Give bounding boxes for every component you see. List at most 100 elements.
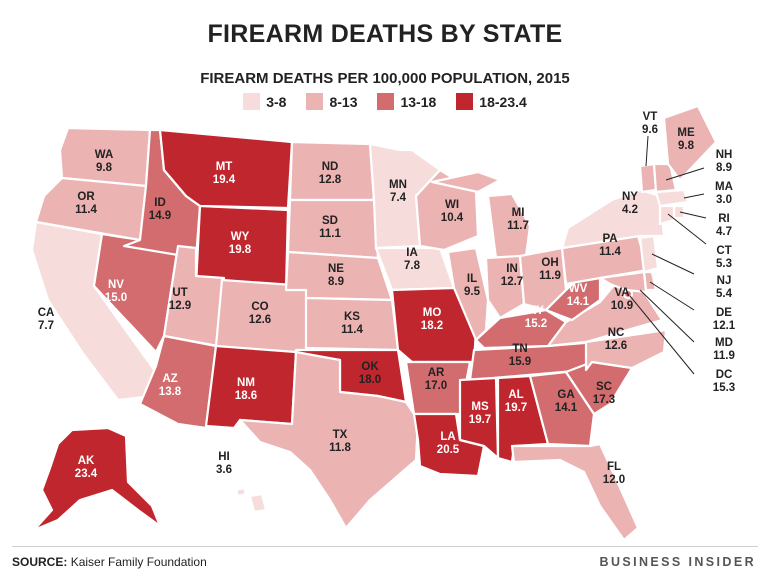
source-label: SOURCE: xyxy=(12,555,68,569)
state-label-ar: AR 17.0 xyxy=(425,367,447,392)
leader-line xyxy=(679,211,707,219)
source-text: Kaiser Family Foundation xyxy=(70,555,207,569)
state-label-ia: IA 7.8 xyxy=(404,247,421,272)
state-label-ct: CT 5.3 xyxy=(716,245,732,270)
state-label-or: OR 11.4 xyxy=(75,191,97,216)
state-nj xyxy=(638,234,660,274)
state-label-ri: RI 4.7 xyxy=(716,213,732,238)
state-va xyxy=(546,276,664,348)
source-note: SOURCE: Kaiser Family Foundation xyxy=(12,555,207,569)
state-label-mo: MO 18.2 xyxy=(421,307,443,332)
legend-swatch xyxy=(243,93,261,110)
legend-item: 3-8 xyxy=(243,93,286,110)
state-fl xyxy=(510,442,640,542)
state-label-sc: SC 17.3 xyxy=(593,381,615,406)
state-md xyxy=(598,270,648,294)
state-az xyxy=(138,334,218,430)
leader-line xyxy=(629,295,695,375)
legend-item: 13-18 xyxy=(377,93,436,110)
state-label-oh: OH 11.9 xyxy=(539,257,561,282)
leader-line xyxy=(665,167,705,181)
state-label-ne: NE 8.9 xyxy=(328,263,344,288)
state-label-pa: PA 11.4 xyxy=(599,233,621,258)
state-label-tx: TX 11.8 xyxy=(329,429,351,454)
legend-label: 13-18 xyxy=(400,93,437,110)
state-label-co: CO 12.6 xyxy=(249,301,271,326)
legend-item: 18-23.4 xyxy=(456,93,527,110)
state-label-md: MD 11.9 xyxy=(713,337,735,362)
state-tx xyxy=(238,350,420,530)
state-label-fl: FL 12.0 xyxy=(603,461,625,486)
state-label-ks: KS 11.4 xyxy=(341,311,363,336)
state-label-id: ID 14.9 xyxy=(149,197,171,222)
state-label-tn: TN 15.9 xyxy=(509,343,531,368)
leader-line xyxy=(645,135,649,167)
state-label-nv: NV 15.0 xyxy=(105,279,127,304)
state-label-nd: ND 12.8 xyxy=(319,161,342,186)
state-label-hi: HI 3.6 xyxy=(216,451,232,476)
legend-swatch xyxy=(306,93,324,110)
brand-logo: BUSINESS INSIDER xyxy=(599,555,756,569)
state-ri xyxy=(672,204,686,220)
state-label-ak: AK 23.4 xyxy=(75,455,98,480)
state-label-dc: DC 15.3 xyxy=(713,369,735,394)
map-subtitle: FIREARM DEATHS PER 100,000 POPULATION, 2… xyxy=(200,70,570,87)
leader-line xyxy=(651,253,695,275)
state-nc xyxy=(584,328,668,372)
leader-line xyxy=(667,213,707,245)
state-ct xyxy=(658,204,676,226)
state-la xyxy=(412,412,486,478)
state-label-nc: NC 12.6 xyxy=(605,327,627,352)
state-mi-upper xyxy=(430,170,502,194)
state-label-ky: KY 15.2 xyxy=(525,305,547,330)
legend-swatch xyxy=(377,93,395,110)
state-label-wi: WI 10.4 xyxy=(441,199,464,224)
state-label-wy: WY 19.8 xyxy=(229,231,252,256)
state-label-vt: VT 9.6 xyxy=(642,111,658,136)
state-mi xyxy=(486,192,532,260)
state-label-nh: NH 8.9 xyxy=(716,149,733,174)
state-label-mi: MI 11.7 xyxy=(507,207,529,232)
state-label-in: IN 12.7 xyxy=(501,263,523,288)
state-label-de: DE 12.1 xyxy=(713,307,736,332)
state-label-ma: MA 3.0 xyxy=(715,181,733,206)
state-label-me: ME 9.8 xyxy=(677,127,695,152)
state-label-ok: OK 18.0 xyxy=(359,361,381,386)
state-in xyxy=(484,254,526,320)
legend-swatch xyxy=(456,93,474,110)
state-label-ca: CA 7.7 xyxy=(38,307,55,332)
state-label-ut: UT 12.9 xyxy=(169,287,191,312)
legend-label: 3-8 xyxy=(266,93,287,110)
footer-divider xyxy=(12,546,758,547)
state-label-nj: NJ 5.4 xyxy=(716,275,733,300)
state-label-al: AL 19.7 xyxy=(505,389,527,414)
legend: 3-8 8-13 13-18 18-23.4 xyxy=(0,93,770,110)
legend-label: 18-23.4 xyxy=(479,93,527,110)
state-label-sd: SD 11.1 xyxy=(319,215,341,240)
state-label-ms: MS 19.7 xyxy=(469,401,491,426)
state-wi xyxy=(414,168,480,252)
state-label-az: AZ 13.8 xyxy=(159,373,182,398)
legend-label: 8-13 xyxy=(329,93,358,110)
state-me xyxy=(662,104,718,182)
state-label-mt: MT 19.4 xyxy=(213,161,236,186)
leader-line xyxy=(649,281,695,311)
state-label-ny: NY 4.2 xyxy=(622,191,638,216)
state-label-mn: MN 7.4 xyxy=(389,179,407,204)
state-label-wv: WV 14.1 xyxy=(567,283,590,308)
state-label-il: IL 9.5 xyxy=(464,273,481,298)
leader-line xyxy=(639,289,695,343)
state-label-va: VA 10.9 xyxy=(611,287,633,312)
state-hi xyxy=(206,476,268,514)
state-ma xyxy=(654,188,690,208)
state-labels: WA 9.8 OR 11.4 CA 7.7 NV 15.0 ID 14.9 MT 19.4 … xyxy=(38,111,736,486)
legend-item: 8-13 xyxy=(306,93,357,110)
state-label-nm: NM 18.6 xyxy=(235,377,257,402)
state-ms xyxy=(458,376,500,460)
leader-line xyxy=(683,193,705,199)
state-label-wa: WA 9.8 xyxy=(95,149,114,174)
state-ak xyxy=(32,426,162,532)
map-title: FIREARM DEATHS BY STATE xyxy=(207,20,563,48)
state-label-la: LA 20.5 xyxy=(437,431,460,456)
